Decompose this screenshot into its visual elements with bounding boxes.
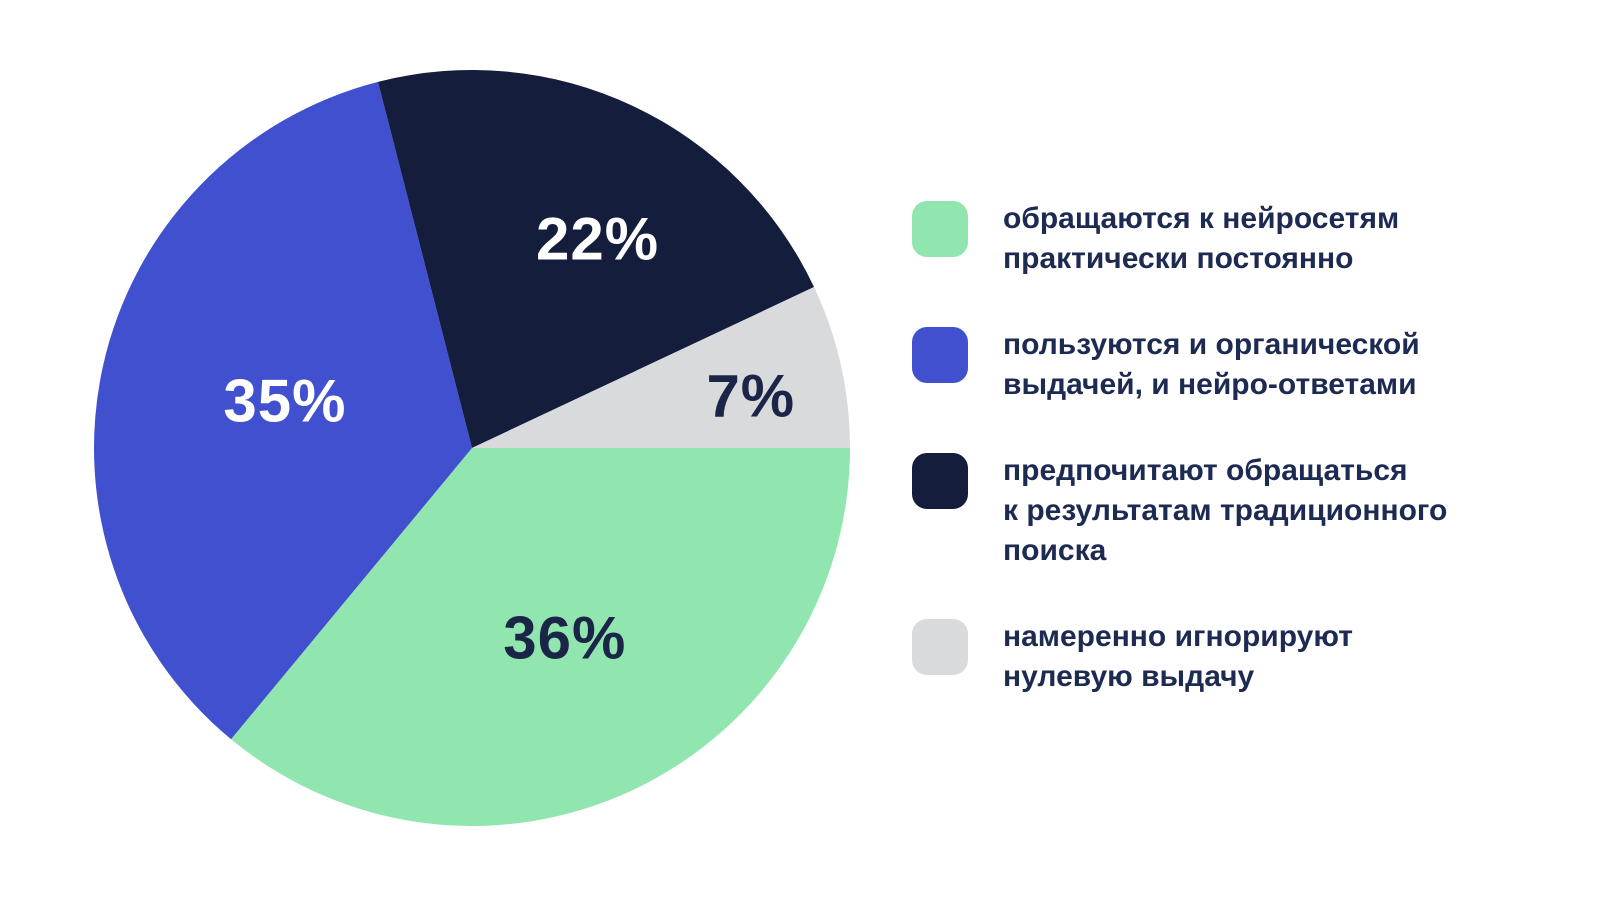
- legend-swatch-navy: [912, 453, 968, 509]
- legend-item-traditional-search: предпочитают обращаться к результатам тр…: [912, 451, 1447, 571]
- legend-swatch-green: [912, 201, 968, 257]
- pie-slice-1: [94, 81, 472, 740]
- pie-slice-0: [231, 448, 851, 826]
- legend-label: пользуются и органической выдачей, и ней…: [1003, 328, 1420, 401]
- legend-item-ignore-zero-results: намеренно игнорируют нулевую выдачу: [912, 617, 1447, 697]
- pie-slice-2: [378, 70, 815, 449]
- legend-item-both-organic-and-neural: пользуются и органической выдачей, и ней…: [912, 325, 1447, 405]
- legend-item-neural-constant: обращаются к нейросетям практически пост…: [912, 199, 1447, 279]
- pie-svg: [94, 70, 851, 826]
- legend-label: предпочитают обращаться к результатам тр…: [1003, 454, 1448, 567]
- legend: обращаются к нейросетям практически пост…: [912, 199, 1447, 697]
- legend-label: обращаются к нейросетям практически пост…: [1003, 202, 1400, 275]
- legend-swatch-gray: [912, 619, 968, 675]
- pie-chart: 36% 35% 22% 7%: [93, 69, 851, 827]
- pie-slice-3: [472, 287, 850, 448]
- legend-label: намеренно игнорируют нулевую выдачу: [1003, 620, 1353, 693]
- legend-swatch-blue: [912, 327, 968, 383]
